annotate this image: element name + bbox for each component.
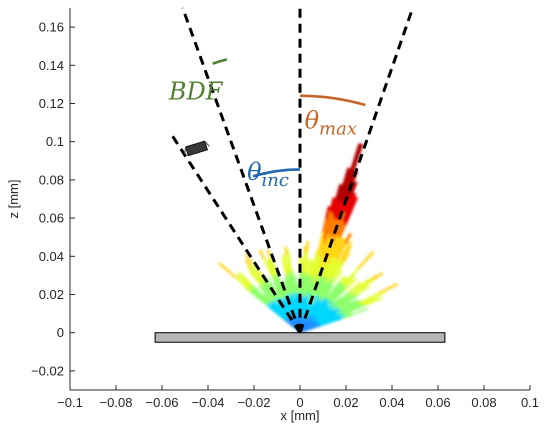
lobe-wedge-659 bbox=[348, 196, 359, 212]
lobe-wedge-49 bbox=[235, 273, 245, 282]
lobe-wedge-999 bbox=[343, 301, 351, 306]
y-tick-label: 0.16 bbox=[39, 20, 64, 35]
lobe-wedge-619 bbox=[352, 143, 364, 164]
lobe-wedge-739 bbox=[342, 252, 351, 262]
dashed-line-max-right bbox=[298, 7, 415, 334]
lobe-wedge-989 bbox=[352, 293, 360, 300]
lobe-wedge-248 bbox=[262, 257, 270, 268]
lobe-wedge-438 bbox=[296, 287, 299, 293]
lobe-wedge-479 bbox=[300, 257, 303, 266]
lobe-wedge-399 bbox=[286, 249, 291, 259]
lobe-wedge-149 bbox=[244, 259, 253, 269]
x-tick-label: 0.1 bbox=[521, 395, 539, 410]
lobe-wedge-369 bbox=[282, 253, 287, 263]
lobe-wedge-919 bbox=[353, 281, 362, 289]
lobe-wedge-759 bbox=[336, 269, 343, 278]
lobe-wedge-439 bbox=[295, 282, 299, 288]
lobe-wedge-1139 bbox=[360, 307, 369, 313]
annotation-bdf: BDF bbox=[168, 78, 224, 106]
lobe-wedge-69 bbox=[238, 271, 247, 280]
x-tick-label: 0.08 bbox=[471, 395, 496, 410]
lobe-wedge-249 bbox=[258, 249, 266, 259]
x-tick-label: −0.06 bbox=[146, 395, 179, 410]
dashed-line-incidence-left bbox=[181, 7, 302, 334]
x-tick-label: −0.04 bbox=[192, 395, 225, 410]
y-tick-label: 0.06 bbox=[39, 211, 64, 226]
x-tick-label: 0.04 bbox=[379, 395, 404, 410]
y-tick-label: −0.02 bbox=[31, 363, 64, 378]
lobe-wedge-959 bbox=[373, 272, 384, 280]
y-tick-label: 0 bbox=[57, 325, 64, 340]
lobe-wedge-819 bbox=[341, 276, 348, 284]
x-axis-title: x [mm] bbox=[281, 408, 320, 423]
x-tick-label: −0.1 bbox=[57, 395, 83, 410]
lobe-wedge-719 bbox=[344, 241, 353, 252]
lobe-wedge-389 bbox=[284, 246, 289, 256]
lobe-wedge-1149 bbox=[347, 313, 355, 318]
lobe-wedge-169 bbox=[244, 253, 253, 264]
lobe-wedge-649 bbox=[347, 192, 357, 209]
lobe-wedge-289 bbox=[266, 249, 273, 260]
dashed-line-detector-left bbox=[169, 133, 302, 334]
annotation-theta-inc: θinc bbox=[247, 158, 289, 191]
lobe-wedge-329 bbox=[283, 279, 287, 287]
detector bbox=[184, 140, 210, 157]
x-tick-label: 0.06 bbox=[425, 395, 450, 410]
y-tick-label: 0.02 bbox=[39, 287, 64, 302]
lobe-wedge-28 bbox=[226, 269, 237, 278]
lobe-wedge-839 bbox=[364, 251, 375, 262]
lobe-wedge-1109 bbox=[344, 311, 351, 316]
lobe-wedge-979 bbox=[361, 285, 371, 292]
bdf-arc bbox=[212, 58, 228, 65]
lobe-wedge-799 bbox=[338, 275, 346, 283]
y-tick-label: 0.1 bbox=[46, 134, 64, 149]
lobe-wedge-879 bbox=[349, 278, 358, 285]
lobe-wedge-1069 bbox=[375, 290, 387, 297]
y-tick-label: 0.12 bbox=[39, 96, 64, 111]
axes: −0.1 −0.08 −0.06 −0.04 −0.02 0 0.02 0.04 0.06 0.0… bbox=[31, 8, 539, 410]
lobe-wedge-549 bbox=[309, 260, 314, 269]
angle-arcs bbox=[212, 58, 366, 178]
lobe-wedge-509 bbox=[305, 240, 310, 251]
annotations: BDF θmax θinc bbox=[168, 78, 357, 191]
y-tick-label: 0.04 bbox=[39, 249, 64, 264]
lobe-wedge-699 bbox=[344, 232, 353, 245]
y-tick-label: 0.08 bbox=[39, 172, 64, 187]
lobe-wedge-209 bbox=[266, 277, 273, 284]
lobe-wedge-838 bbox=[357, 259, 368, 270]
inc-arc bbox=[252, 168, 301, 178]
lobe-wedge-409 bbox=[291, 270, 294, 278]
lobe-wedge-1099 bbox=[373, 296, 383, 303]
y-tick-label: 0.14 bbox=[39, 58, 64, 73]
lobe-wedge-849 bbox=[347, 274, 356, 282]
lobe-wedge-729 bbox=[344, 245, 353, 256]
x-tick-label: 0.02 bbox=[333, 395, 358, 410]
lobe-wedge-769 bbox=[328, 285, 334, 292]
lobe-wedge-29 bbox=[217, 262, 229, 272]
scattering-lobe bbox=[217, 143, 399, 333]
dashed-lines bbox=[169, 7, 415, 334]
substrate bbox=[154, 332, 446, 343]
lobe-wedge-1059 bbox=[386, 282, 399, 291]
x-tick-label: −0.02 bbox=[238, 395, 271, 410]
annotation-theta-max: θmax bbox=[305, 106, 357, 139]
max-arc bbox=[299, 94, 366, 107]
lobe-wedge-518 bbox=[305, 266, 309, 275]
x-tick-label: −0.08 bbox=[100, 395, 133, 410]
y-axis-title: z [mm] bbox=[6, 180, 21, 219]
substrate-bar bbox=[154, 332, 446, 343]
x-tick-label: 0 bbox=[296, 395, 303, 410]
lobe-wedge-1138 bbox=[353, 310, 362, 315]
lobe-wedge-508 bbox=[304, 249, 309, 260]
lobe-wedge-779 bbox=[324, 292, 330, 298]
lobe-wedge-859 bbox=[346, 278, 354, 286]
lobe-wedge-429 bbox=[294, 275, 297, 282]
lobe-wedge-519 bbox=[305, 259, 309, 268]
detector-icon bbox=[184, 140, 210, 157]
lobe-wedge-109 bbox=[258, 285, 265, 292]
